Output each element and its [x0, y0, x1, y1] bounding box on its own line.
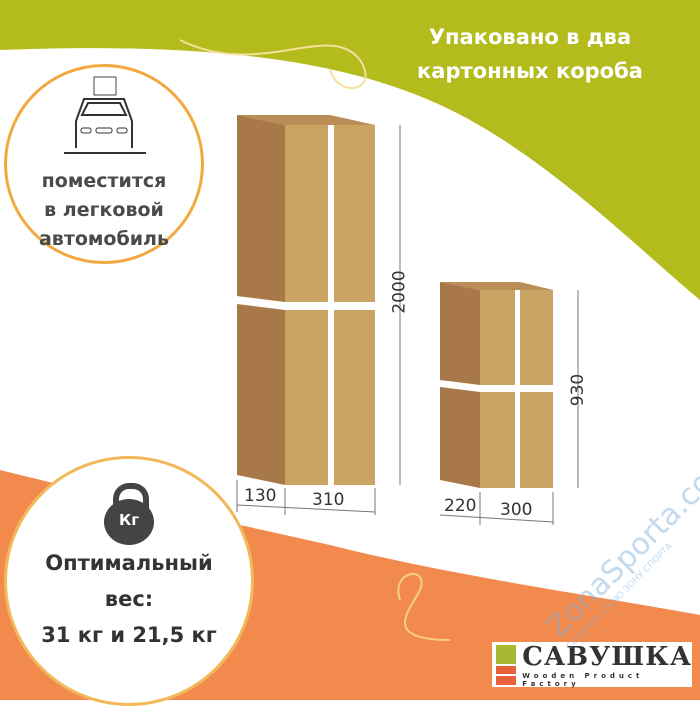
car-badge-line: автомобиль [38, 228, 169, 250]
large-box-width: 310 [312, 490, 345, 510]
logo-name: САВУШКА [522, 641, 692, 672]
car-badge-line: в легковой [44, 199, 164, 221]
car-badge: поместится в легковой автомобиль [4, 64, 204, 264]
small-box-height: 930 [568, 373, 589, 407]
weight-badge-line: вес: [104, 587, 154, 611]
large-box-height: 2000 [389, 270, 410, 314]
large-box [236, 115, 401, 515]
page-title: Упаковано в два картонных короба [417, 25, 643, 83]
green-band [0, 0, 700, 300]
weight-badge-line: Оптимальный [45, 551, 213, 575]
weight-badge-line: 31 кг и 21,5 кг [41, 623, 217, 647]
logo-mark [496, 644, 516, 685]
large-box-depth: 130 [244, 486, 277, 506]
kettlebell-icon: Кг [104, 483, 154, 545]
small-box [439, 282, 579, 525]
small-box-depth: 220 [444, 496, 477, 516]
weight-badge: Кг Оптимальный вес: 31 кг и 21,5 кг [4, 456, 254, 706]
logo-subtitle: Wooden Product Factory [522, 671, 644, 688]
small-box-width: 300 [500, 500, 533, 520]
brand-logo: САВУШКА Wooden Product Factory [492, 641, 692, 688]
car-with-box-icon [64, 76, 146, 154]
kettlebell-label: Кг [118, 511, 140, 529]
car-badge-line: поместится [41, 170, 167, 192]
